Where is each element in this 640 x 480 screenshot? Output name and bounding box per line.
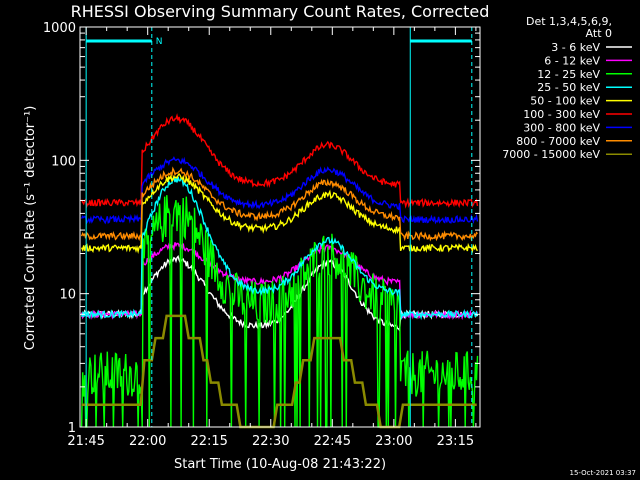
x-tick-label-2: 22:15 xyxy=(190,434,227,449)
legend-header-2: Att 0 xyxy=(586,27,612,40)
timestamp-label: 15-Oct-2021 03:37 xyxy=(570,469,636,477)
legend-label-8: 800 - 7000 keV xyxy=(516,135,600,148)
y-tick-label-2: 100 xyxy=(51,154,76,169)
x-tick-label-5: 23:00 xyxy=(375,434,412,449)
x-axis-label: Start Time (10-Aug-08 21:43:22) xyxy=(174,457,386,472)
series-line-4 xyxy=(80,175,479,321)
x-tick-label-0: 21:45 xyxy=(67,434,104,449)
night-markers: N xyxy=(85,27,473,427)
night-label: N xyxy=(156,37,163,47)
legend-label-5: 50 - 100 keV xyxy=(530,95,600,108)
y-tick-label-1: 10 xyxy=(59,288,76,303)
legend-label-1: 3 - 6 keV xyxy=(551,41,600,54)
axis-ticks: 21:45 22:00 22:15 22:30 22:45 23:00 23:15 1 10 10… xyxy=(43,21,480,449)
legend-label-4: 25 - 50 keV xyxy=(537,81,600,94)
y-tick-label-3: 1000 xyxy=(43,21,76,36)
legend-label-3: 12 - 25 keV xyxy=(537,68,600,81)
chart-title: RHESSI Observing Summary Count Rates, Co… xyxy=(71,2,490,21)
legend-label-7: 300 - 800 keV xyxy=(523,121,600,134)
x-tick-label-4: 22:45 xyxy=(314,434,351,449)
series-line-3 xyxy=(80,195,479,428)
series-line-5 xyxy=(80,172,479,255)
legend-label-2: 6 - 12 keV xyxy=(544,54,600,67)
legend-label-9: 7000 - 15000 keV xyxy=(502,148,600,161)
x-tick-label-1: 22:00 xyxy=(129,434,166,449)
plot-frame xyxy=(79,26,481,428)
series-line-6 xyxy=(80,113,479,209)
series-line-8 xyxy=(80,166,478,242)
legend-header-1: Det 1,3,4,5,6,9, xyxy=(526,15,612,28)
plot-series xyxy=(80,113,479,429)
y-axis-label: Corrected Count Rate (s⁻¹ detector⁻¹) xyxy=(23,106,38,351)
x-tick-label-6: 23:15 xyxy=(437,434,474,449)
legend-label-6: 100 - 300 keV xyxy=(523,108,600,121)
series-line-9 xyxy=(81,314,477,429)
y-tick-label-0: 1 xyxy=(68,421,76,436)
series-line-2 xyxy=(80,242,478,321)
series-line-7 xyxy=(80,156,479,225)
x-tick-label-3: 22:30 xyxy=(252,434,289,449)
